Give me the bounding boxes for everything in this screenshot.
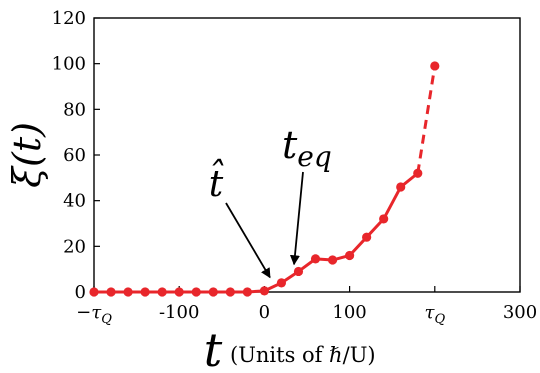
y-tick-label-0: 0 — [75, 282, 86, 303]
x-tick-label-5: 300 — [503, 302, 537, 323]
data-point-0-3 — [140, 287, 150, 297]
x-tick-label-2: 0 — [259, 302, 270, 323]
x-tick-label-0: −τQ — [76, 302, 112, 327]
data-point-0-12 — [293, 266, 304, 277]
data-point-0-18 — [396, 182, 406, 192]
annotation-t-hat: t̂ — [209, 159, 225, 205]
data-point-0-19 — [413, 168, 423, 178]
data-point-0-7 — [208, 287, 218, 297]
data-point-0-8 — [225, 287, 235, 297]
y-tick-label-4: 80 — [63, 99, 86, 120]
data-point-0-10 — [259, 286, 269, 296]
series-line-0 — [94, 172, 419, 294]
data-point-0-6 — [191, 287, 201, 297]
y-axis-label: ξ(t) — [5, 122, 49, 188]
data-point-0-16 — [362, 232, 372, 242]
annotation-t-eq: teq — [282, 123, 332, 173]
y-tick-label-3: 60 — [63, 145, 86, 166]
x-tick-label-1: -100 — [159, 302, 199, 323]
annotation-t-hat-arrow — [225, 202, 271, 279]
annotation-t-eq-arrow — [289, 171, 304, 266]
data-point-0-13 — [310, 254, 321, 264]
data-point-0-9 — [242, 287, 252, 297]
series-dashed-line-0 — [416, 65, 437, 174]
y-tick-label-2: 40 — [63, 191, 86, 212]
data-point-0-2 — [123, 287, 133, 297]
x-axis-label-symbol: t — [204, 323, 223, 373]
data-point-0-0 — [89, 287, 99, 297]
data-point-0-4 — [157, 287, 167, 297]
data-point-0-1 — [106, 287, 116, 297]
x-tick-label-4: τQ — [424, 302, 445, 327]
data-point-0-5 — [174, 287, 184, 297]
y-tick-label-6: 120 — [52, 8, 86, 29]
data-point-0-20 — [430, 61, 440, 71]
data-point-0-14 — [327, 255, 338, 265]
y-tick-label-5: 100 — [52, 54, 86, 75]
data-point-0-17 — [379, 214, 389, 224]
data-point-0-15 — [345, 250, 355, 261]
y-tick-label-1: 20 — [63, 236, 86, 257]
x-axis-label-units: (Units of ℏ/U) — [230, 343, 376, 367]
data-point-0-11 — [276, 278, 287, 288]
x-tick-label-3: 100 — [332, 302, 366, 323]
